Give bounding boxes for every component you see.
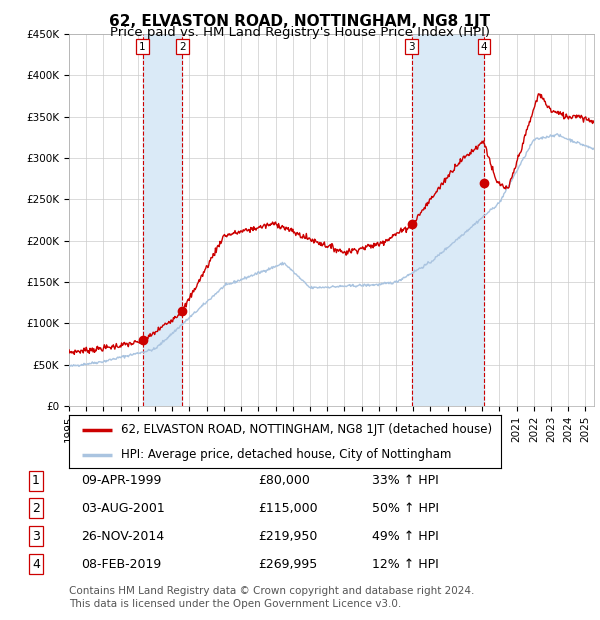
Text: £269,995: £269,995 bbox=[258, 558, 317, 570]
Text: 03-AUG-2001: 03-AUG-2001 bbox=[81, 502, 165, 515]
Text: 3: 3 bbox=[408, 42, 415, 51]
Text: 3: 3 bbox=[32, 530, 40, 542]
Text: 2: 2 bbox=[179, 42, 186, 51]
Bar bbox=[412, 34, 484, 406]
Text: 2: 2 bbox=[32, 502, 40, 515]
Text: 12% ↑ HPI: 12% ↑ HPI bbox=[372, 558, 439, 570]
Text: 1: 1 bbox=[139, 42, 146, 51]
Text: 26-NOV-2014: 26-NOV-2014 bbox=[81, 530, 164, 542]
Text: £219,950: £219,950 bbox=[258, 530, 317, 542]
Text: 08-FEB-2019: 08-FEB-2019 bbox=[81, 558, 161, 570]
Text: £115,000: £115,000 bbox=[258, 502, 317, 515]
Text: 1: 1 bbox=[32, 474, 40, 487]
Text: 4: 4 bbox=[32, 558, 40, 570]
Text: 50% ↑ HPI: 50% ↑ HPI bbox=[372, 502, 439, 515]
Text: £80,000: £80,000 bbox=[258, 474, 310, 487]
Text: Contains HM Land Registry data © Crown copyright and database right 2024.: Contains HM Land Registry data © Crown c… bbox=[69, 587, 475, 596]
Text: 4: 4 bbox=[481, 42, 487, 51]
Text: 49% ↑ HPI: 49% ↑ HPI bbox=[372, 530, 439, 542]
Text: 33% ↑ HPI: 33% ↑ HPI bbox=[372, 474, 439, 487]
Text: HPI: Average price, detached house, City of Nottingham: HPI: Average price, detached house, City… bbox=[121, 448, 451, 461]
Bar bbox=[143, 34, 182, 406]
Text: 62, ELVASTON ROAD, NOTTINGHAM, NG8 1JT: 62, ELVASTON ROAD, NOTTINGHAM, NG8 1JT bbox=[109, 14, 491, 29]
Text: 62, ELVASTON ROAD, NOTTINGHAM, NG8 1JT (detached house): 62, ELVASTON ROAD, NOTTINGHAM, NG8 1JT (… bbox=[121, 423, 492, 436]
Text: Price paid vs. HM Land Registry's House Price Index (HPI): Price paid vs. HM Land Registry's House … bbox=[110, 26, 490, 39]
Text: This data is licensed under the Open Government Licence v3.0.: This data is licensed under the Open Gov… bbox=[69, 599, 401, 609]
Text: 09-APR-1999: 09-APR-1999 bbox=[81, 474, 161, 487]
